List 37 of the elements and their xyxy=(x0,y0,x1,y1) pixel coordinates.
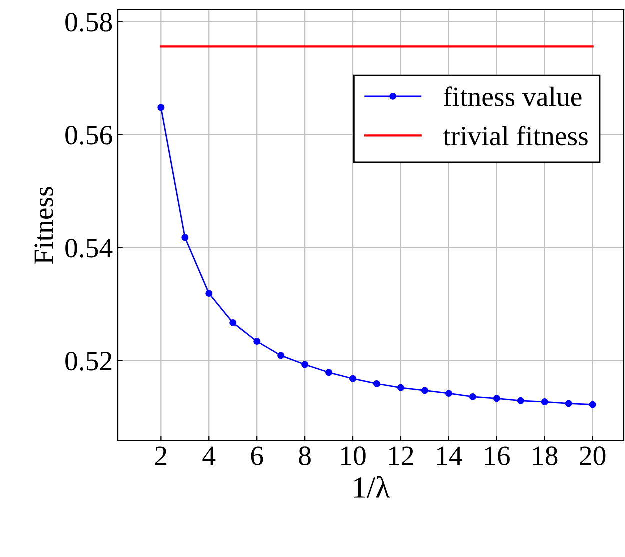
point xyxy=(302,361,309,368)
point xyxy=(541,398,548,406)
point xyxy=(493,395,500,402)
x-axis-title: 1/λ xyxy=(354,476,390,498)
point xyxy=(158,104,165,112)
point xyxy=(254,338,261,346)
y-axis-title: Fitness xyxy=(34,187,54,264)
point xyxy=(206,290,213,298)
y-tick-label: 0.52 xyxy=(66,352,112,371)
x-tick-label: 18 xyxy=(533,446,558,466)
y-tick-label: 0.54 xyxy=(66,238,113,258)
point xyxy=(350,375,356,382)
point xyxy=(278,352,285,360)
x-tick-label: 6 xyxy=(251,446,264,466)
y-tick-label: 0.56 xyxy=(66,126,112,145)
x-tick-label: 4 xyxy=(202,446,216,466)
x-tick-label: 2 xyxy=(155,446,167,466)
x-tick-label: 20 xyxy=(580,446,606,466)
point xyxy=(469,393,476,400)
x-tick-label: 10 xyxy=(342,446,366,466)
point xyxy=(589,401,596,408)
x-tick-label: 14 xyxy=(437,446,462,466)
legend-label: fitness value xyxy=(444,86,582,106)
point xyxy=(374,380,380,388)
point xyxy=(517,397,524,404)
y-tick-label: 0.58 xyxy=(66,13,112,32)
point xyxy=(230,319,237,326)
point xyxy=(445,390,452,398)
legend-label: trivial fitness xyxy=(443,126,588,146)
point xyxy=(398,384,404,392)
point xyxy=(565,400,572,408)
x-tick-label: 8 xyxy=(299,446,311,466)
x-tick-label: 16 xyxy=(485,446,510,466)
point xyxy=(182,234,189,242)
x-tick-label: 12 xyxy=(390,446,414,466)
point xyxy=(326,369,333,376)
point xyxy=(421,387,428,394)
